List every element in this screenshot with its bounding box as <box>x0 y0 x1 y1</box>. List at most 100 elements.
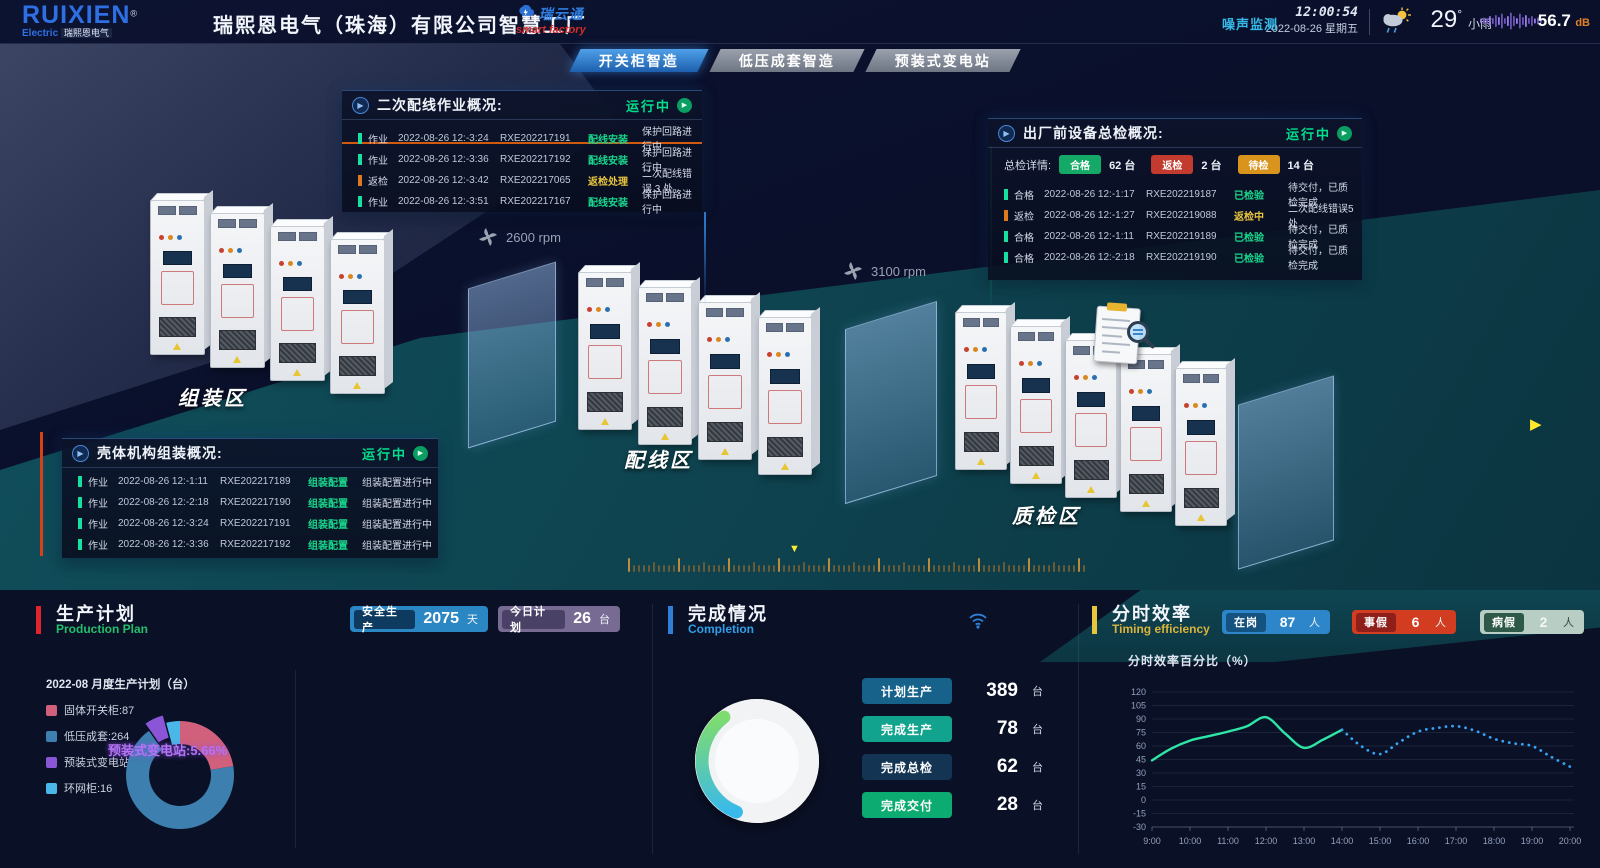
page-title: 瑞熙恩电气（珠海）有限公司智慧工厂 <box>213 15 587 37</box>
row-state: 作业 <box>88 499 108 510</box>
status-tick <box>78 539 82 550</box>
panel-title: 出厂前设备总检概况: <box>1023 125 1164 141</box>
svg-text:75: 75 <box>1136 728 1146 738</box>
play-icon[interactable]: ▶ <box>72 444 89 462</box>
stat-badge: 完成总检 <box>862 754 952 780</box>
badge-value: 2 <box>1539 614 1548 630</box>
inspection-summary: 总检详情: 合格 62 台 返检 2 台 待检 14 台 <box>988 148 1362 179</box>
table-row: 合格 2022-08-26 12:-1:17 RXE202219187 已检验 待交付，… <box>988 179 1362 209</box>
row-code: RXE202217191 <box>500 132 571 144</box>
row-state: 作业 <box>88 520 108 531</box>
svg-text:12:00: 12:00 <box>1255 836 1278 846</box>
badge-label: 今日计划 <box>502 606 566 634</box>
row-desc: 待交付，已质检完成 <box>1288 225 1348 251</box>
row-desc: 保护回路进行中 <box>642 148 692 174</box>
stat-row: 完成总检 62 台 <box>862 754 1043 780</box>
tab-substation[interactable]: 预装式变电站 <box>865 49 1021 72</box>
svg-text:18:00: 18:00 <box>1483 836 1506 846</box>
badge-label: 在岗 <box>1226 612 1266 632</box>
temperature: 29° <box>1430 6 1462 34</box>
table-row: 返检 2022-08-26 12:-3:42 RXE202217065 返检处理 二次配… <box>342 165 702 195</box>
row-code: RXE202217190 <box>220 497 291 508</box>
fan-rpm-label: 2600 rpm <box>506 229 561 245</box>
badge-unit: 天 <box>467 614 478 626</box>
svg-text:15: 15 <box>1136 782 1146 792</box>
row-code: RXE202217191 <box>220 518 291 529</box>
row-code: RXE202219187 <box>1146 188 1217 200</box>
completion-accent <box>668 606 673 634</box>
row-time: 2022-08-26 12:-3:24 <box>398 132 489 144</box>
status-tick <box>358 153 362 165</box>
panel-final-inspection: ▶ 出厂前设备总检概况: 运行中 ▶ 总检详情: 合格 62 台 返检 2 台 待检… <box>988 118 1362 280</box>
svg-text:16:00: 16:00 <box>1407 836 1430 846</box>
legend-item[interactable]: 预装式变电站:22 <box>46 754 145 770</box>
svg-text:-30: -30 <box>1133 822 1146 832</box>
stat-value: 78 <box>996 718 1018 739</box>
row-desc: 二次配线错误 3 处 <box>642 169 692 195</box>
legend-item[interactable]: 低压成套:264 <box>46 728 129 744</box>
timing-subtitle: Timing efficiency <box>1112 622 1210 636</box>
cabinet <box>210 202 273 368</box>
row-code: RXE202217192 <box>220 539 291 550</box>
row-time: 2022-08-26 12:-3:42 <box>398 174 489 186</box>
row-state: 返检 <box>1014 211 1034 223</box>
tab-switchgear[interactable]: 开关柜智造 <box>569 49 709 72</box>
badge-value: 87 <box>1279 614 1296 630</box>
timing-line-chart[interactable]: -30 -15 0 15 30 45 60 75 90 105 120 9:00 10:00 11:00 1… <box>1108 662 1588 862</box>
on-duty-badge: 在岗 87 人 <box>1222 610 1330 634</box>
svg-text:9:00: 9:00 <box>1143 836 1161 846</box>
cabinet <box>955 301 1015 470</box>
cabinet <box>330 228 393 394</box>
table-row: 作业 2022-08-26 12:-2:18 RXE202217190 组装配置 组装配… <box>62 492 438 513</box>
row-tag: 组装配置 <box>308 478 348 489</box>
play-icon[interactable]: ▶ <box>352 96 369 114</box>
run-icon[interactable]: ▶ <box>1337 125 1352 141</box>
noise-monitor-link[interactable]: 噪声监测 <box>1221 17 1278 32</box>
tick-strip <box>628 556 1108 572</box>
row-time: 2022-08-26 12:-1:27 <box>1044 209 1135 221</box>
row-tag: 已检验 <box>1234 190 1264 202</box>
play-icon[interactable]: ▶ <box>998 124 1015 142</box>
section-divider <box>1078 604 1079 854</box>
badge-recheck-value: 2 台 <box>1201 159 1222 172</box>
panel-shell-assembly: ▶ 壳体机构组装概况: 运行中 ▶ 作业 2022-08-26 12:-1:11 R… <box>62 438 438 558</box>
completion-subtitle: Completion <box>688 622 754 636</box>
row-tag: 组装配置 <box>308 499 348 510</box>
legend-label: 固体开关柜:87 <box>64 705 135 717</box>
row-time: 2022-08-26 12:-3:36 <box>118 539 209 550</box>
plan-donut-chart[interactable] <box>118 713 242 837</box>
svg-text:15:00: 15:00 <box>1369 836 1392 846</box>
run-icon[interactable]: ▶ <box>677 97 692 113</box>
logo-sub1: Electric <box>22 28 59 39</box>
row-state: 作业 <box>368 134 388 146</box>
tab-lowvoltage[interactable]: 低压成套智造 <box>709 49 865 72</box>
wifi-icon <box>968 612 988 634</box>
ruiyuntong-logo: 瑞云通 smart factory <box>516 4 586 36</box>
stat-badge: 完成生产 <box>862 716 952 742</box>
row-state: 合格 <box>1014 190 1034 202</box>
row-desc: 组装配置进行中 <box>362 541 432 552</box>
row-state: 作业 <box>368 155 388 167</box>
status-tick <box>78 476 82 487</box>
legend-swatch <box>46 782 57 794</box>
svg-text:105: 105 <box>1131 701 1146 711</box>
badge-value: 26 <box>573 610 591 627</box>
fan-speed-2: 3100 rpm <box>841 259 926 283</box>
completion-donut-chart[interactable] <box>682 686 832 836</box>
status-badge: 运行中 <box>1285 126 1331 142</box>
header-divider <box>1369 9 1370 35</box>
panel-accent-line <box>40 432 43 556</box>
timing-chart-title: 分时效率百分比（%） <box>1128 654 1257 668</box>
noise-unit: dB <box>1575 17 1590 29</box>
today-plan-badge: 今日计划 26 台 <box>498 606 620 634</box>
badge-recheck: 返检 <box>1151 155 1194 174</box>
row-state: 合格 <box>1014 253 1034 265</box>
sick-leave-badge: 病假 2 人 <box>1480 610 1584 634</box>
legend-label: 环网柜:16 <box>64 783 113 795</box>
svg-text:-15: -15 <box>1133 809 1146 819</box>
run-icon[interactable]: ▶ <box>413 445 428 461</box>
legend-item[interactable]: 固体开关柜:87 <box>46 702 134 718</box>
row-desc: 二次配线错误5处 <box>1288 204 1354 230</box>
legend-item[interactable]: 环网柜:16 <box>46 780 112 796</box>
audio-waveform-icon <box>1480 10 1546 37</box>
